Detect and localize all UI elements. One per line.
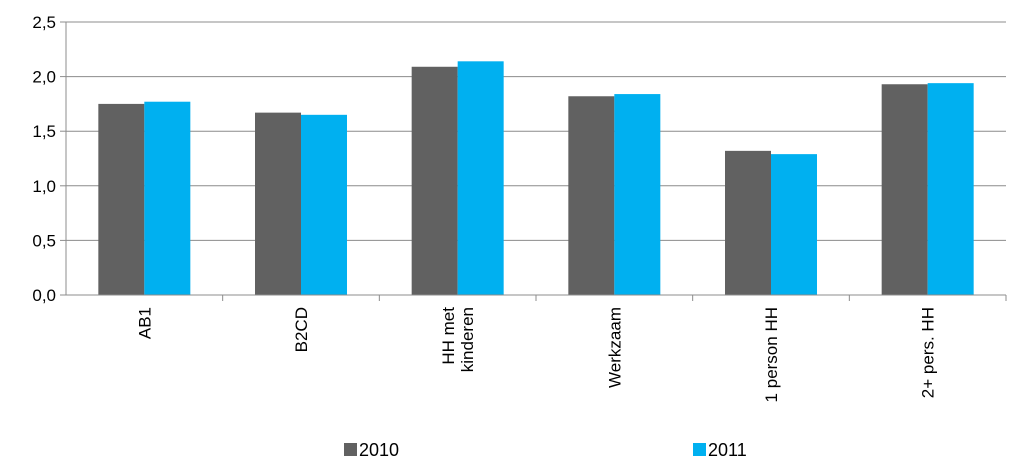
y-tick-label: 0,0 — [32, 286, 56, 305]
bar-2010 — [411, 66, 458, 295]
x-axis-labels: AB1 B2CD HH met kinderen Werkzaam 1 person HH… — [135, 307, 937, 403]
x-category-label: HH met kinderen — [439, 307, 477, 372]
axes — [60, 21, 1007, 301]
bar-2011 — [771, 154, 817, 295]
x-category-label-line: Werkzaam — [605, 307, 624, 388]
y-tick-label: 2,0 — [32, 68, 56, 87]
y-tick-label: 1,5 — [32, 122, 56, 141]
x-category-label-line: 2+ pers. HH — [919, 307, 938, 398]
bar-2011 — [614, 94, 661, 296]
bar-2010 — [98, 103, 145, 296]
legend-label: 2010 — [359, 440, 399, 460]
x-category-label-line: 1 person HH — [762, 307, 781, 402]
bars — [98, 61, 974, 296]
y-tick-label: 0,5 — [32, 231, 56, 250]
legend-item-2011: 2011 — [693, 440, 747, 460]
bar-2010 — [725, 150, 771, 295]
x-category-label-line: HH met — [439, 307, 458, 365]
bar-2010 — [881, 84, 928, 295]
x-category-label: B2CD — [292, 307, 311, 352]
x-category-label: Werkzaam — [605, 307, 624, 388]
y-tick-label: 1,0 — [32, 177, 56, 196]
bar-2011 — [457, 61, 504, 296]
legend-label: 2011 — [708, 440, 747, 460]
legend-item-2010: 2010 — [344, 440, 399, 460]
x-category-label-line: AB1 — [135, 307, 154, 339]
y-axis-ticks: 0,0 0,5 1,0 1,5 2,0 2,5 — [32, 13, 56, 305]
x-category-label: AB1 — [135, 307, 154, 339]
bar-2011 — [144, 101, 191, 295]
x-category-label: 2+ pers. HH — [919, 307, 938, 398]
x-category-label-line: kinderen — [458, 307, 477, 372]
gridlines — [66, 21, 1006, 241]
x-category-label: 1 person HH — [762, 307, 781, 402]
bar-2011 — [927, 83, 974, 295]
legend: 2010 2011 — [344, 440, 747, 460]
legend-swatch — [344, 443, 357, 456]
bar-2010 — [568, 96, 615, 295]
bar-2010 — [255, 112, 301, 295]
x-category-label-line: B2CD — [292, 307, 311, 352]
y-tick-label: 2,5 — [32, 13, 56, 32]
bar-2011 — [301, 114, 347, 295]
legend-swatch — [693, 443, 706, 456]
